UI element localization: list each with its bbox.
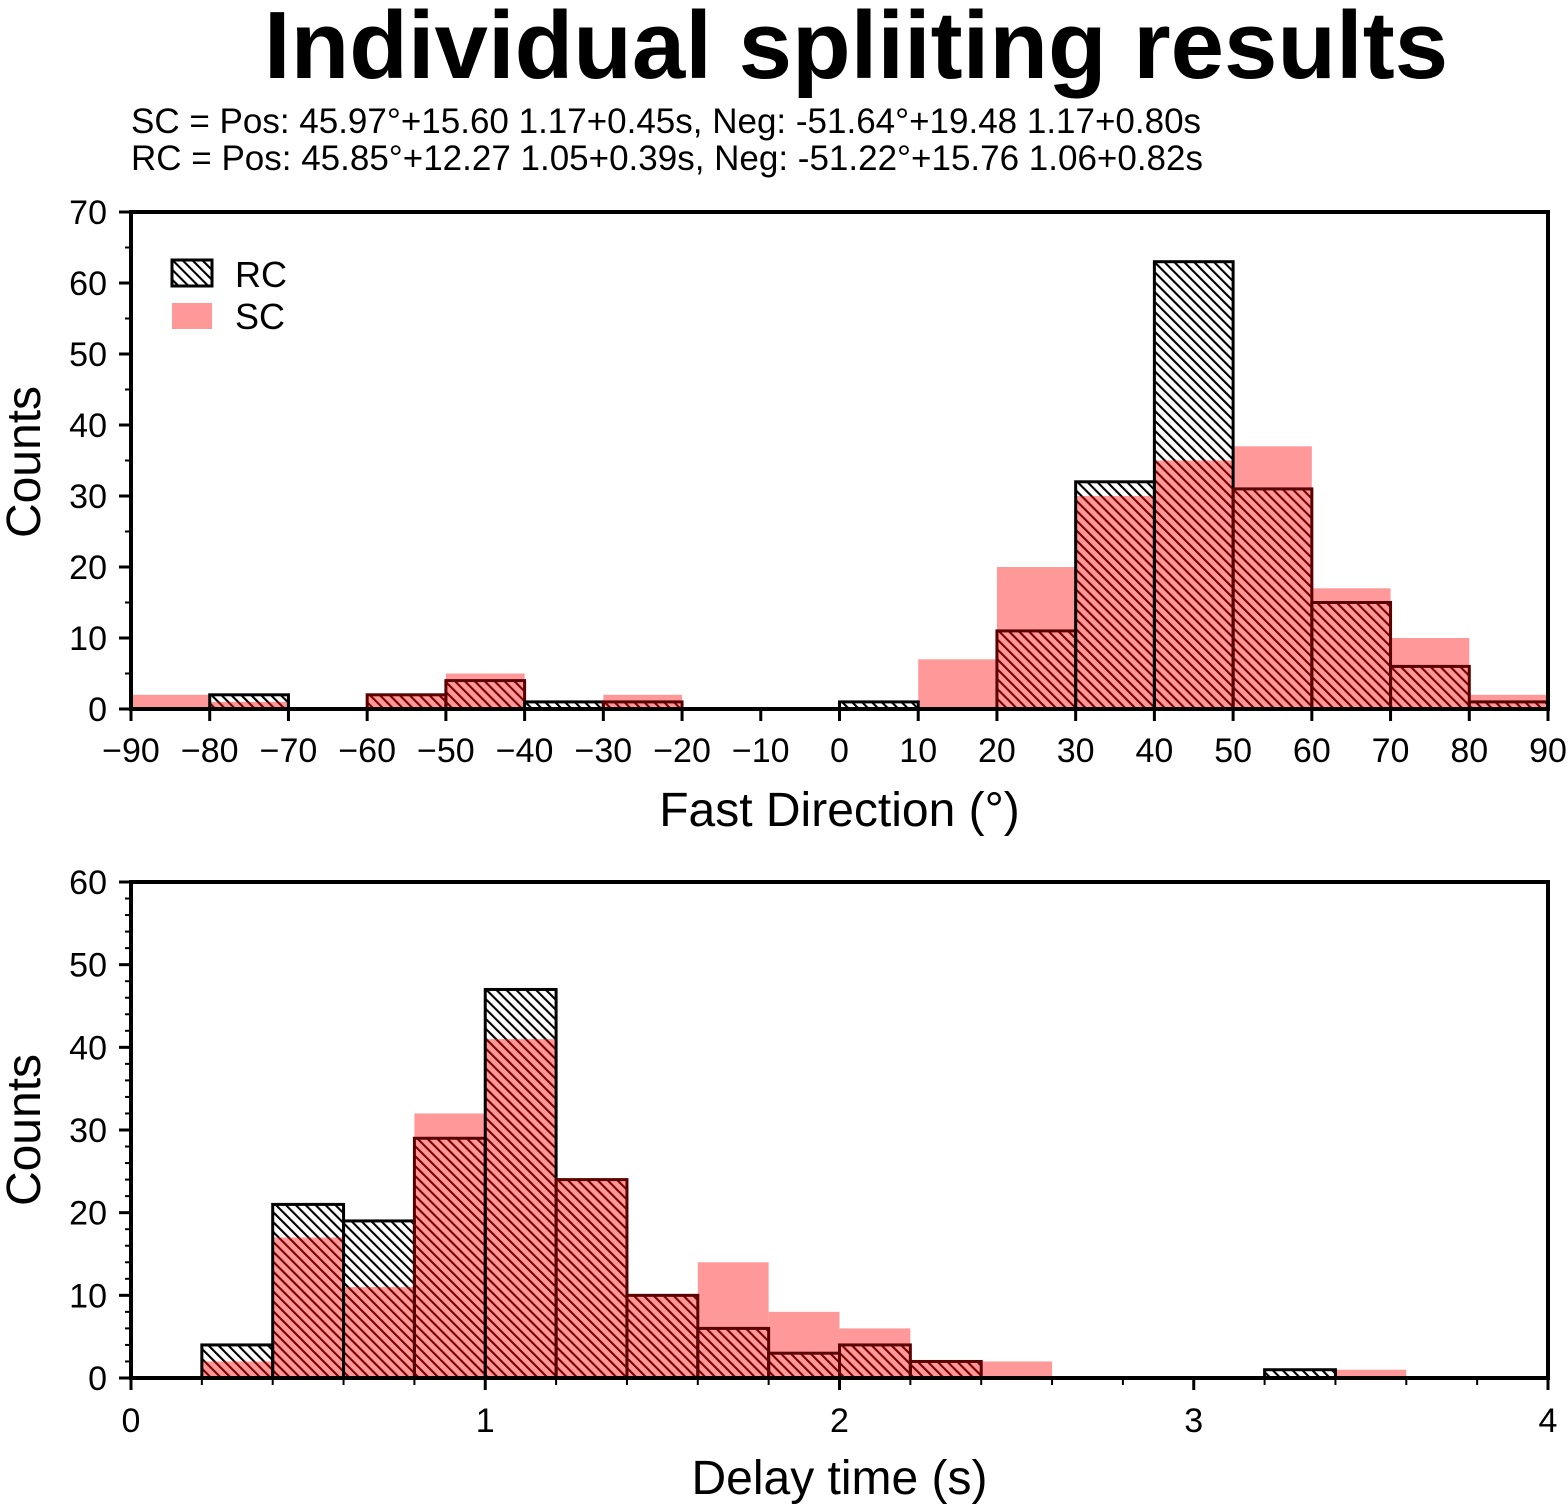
sc-bar — [918, 659, 997, 709]
overlap-hatch — [1233, 488, 1312, 709]
x-tick-label: 0 — [830, 732, 849, 770]
y-tick-label: 40 — [69, 407, 107, 445]
y-axis-label: Counts — [0, 386, 51, 538]
fast-direction-panel: 0 10 20 30 40 50 60 70 −90 −80 −70 −60 −50 −40 −30 −20−… — [0, 194, 1567, 837]
x-axis-label: Delay time (s) — [691, 1452, 987, 1505]
sc-bar — [981, 1361, 1053, 1378]
x-tick-label: 2 — [830, 1402, 849, 1440]
x-tick-label: 3 — [1184, 1402, 1203, 1440]
x-tick-label: −10 — [732, 732, 790, 770]
y-tick-label: 50 — [69, 336, 107, 374]
x-tick-label: 80 — [1450, 732, 1488, 770]
overlap-hatch — [445, 680, 525, 709]
overlap-hatch — [839, 1344, 911, 1378]
overlap-hatch — [603, 701, 683, 709]
overlap-hatch — [996, 630, 1076, 709]
x-tick-label: −20 — [653, 732, 711, 770]
x-tick-label: 20 — [978, 732, 1016, 770]
overlap-hatch — [1154, 460, 1234, 709]
y-tick-label: 40 — [69, 1029, 107, 1067]
x-tick-label: −40 — [496, 732, 554, 770]
y-tick-label: 30 — [69, 1112, 107, 1150]
y-tick-label: 0 — [88, 1360, 107, 1398]
x-tick-label: −30 — [574, 732, 632, 770]
x-tick-label: −80 — [181, 732, 239, 770]
overlap-hatch — [414, 1138, 486, 1378]
overlap-hatch — [1075, 496, 1155, 709]
y-tick-label: 60 — [69, 864, 107, 902]
overlap-hatch — [343, 1287, 415, 1378]
y-tick-label: 70 — [69, 194, 107, 232]
overlap-hatch — [1469, 701, 1548, 709]
y-tick-label: 30 — [69, 478, 107, 516]
y-tick-label: 20 — [69, 1195, 107, 1233]
overlap-hatch — [910, 1361, 982, 1378]
overlap-hatch — [367, 694, 446, 709]
overlap-hatch — [1311, 602, 1391, 709]
legend-rc-swatch — [170, 258, 214, 288]
overlap-hatch — [485, 1039, 557, 1378]
x-tick-label: −70 — [260, 732, 318, 770]
legend-sc-label: SC — [235, 296, 285, 337]
x-tick-label: 0 — [122, 1402, 141, 1440]
y-tick-label: 10 — [69, 1277, 107, 1315]
overlap-hatch — [697, 1328, 769, 1378]
overlap-hatch — [209, 701, 289, 709]
chart-title: Individual spliiting results — [263, 0, 1449, 99]
x-axis-label: Fast Direction (°) — [659, 784, 1020, 837]
legend-sc-swatch — [172, 303, 212, 329]
x-tick-label: 40 — [1135, 732, 1173, 770]
rc-bar — [839, 701, 919, 709]
x-tick-label: 60 — [1293, 732, 1331, 770]
rc-bar — [524, 701, 604, 709]
y-axis-label: Counts — [0, 1054, 51, 1206]
subtitle-sc-stats: SC = Pos: 45.97°+15.60 1.17+0.45s, Neg: … — [131, 102, 1202, 141]
overlap-hatch — [768, 1353, 840, 1378]
y-tick-label: 20 — [69, 549, 107, 587]
sc-bar — [1335, 1369, 1407, 1378]
overlap-hatch — [201, 1361, 273, 1378]
x-tick-label: −50 — [417, 732, 475, 770]
x-tick-label: 10 — [899, 732, 937, 770]
overlap-hatch — [272, 1237, 344, 1378]
subtitle-rc-stats: RC = Pos: 45.85°+12.27 1.05+0.39s, Neg: … — [131, 139, 1203, 178]
legend-rc-label: RC — [235, 254, 287, 295]
x-tick-label: −90 — [102, 732, 160, 770]
x-tick-label: 30 — [1057, 732, 1095, 770]
overlap-hatch — [626, 1295, 698, 1378]
x-tick-label: −60 — [338, 732, 396, 770]
y-tick-label: 50 — [69, 947, 107, 985]
x-tick-label: 90 — [1529, 732, 1567, 770]
sc-bar — [131, 694, 210, 709]
y-tick-label: 0 — [88, 691, 107, 729]
y-tick-label: 60 — [69, 265, 107, 303]
overlap-hatch — [556, 1179, 627, 1378]
y-tick-label: 10 — [69, 620, 107, 658]
x-tick-label: 50 — [1214, 732, 1252, 770]
overlap-hatch — [1390, 666, 1470, 709]
x-tick-label: 1 — [476, 1402, 495, 1440]
delay-time-panel: 0 10 20 30 40 50 60 0 1 2 3 4 Delay time (s) Counts — [0, 864, 1557, 1505]
rc-bar — [1264, 1369, 1336, 1378]
x-tick-label: 4 — [1539, 1402, 1558, 1440]
x-tick-label: 70 — [1372, 732, 1410, 770]
